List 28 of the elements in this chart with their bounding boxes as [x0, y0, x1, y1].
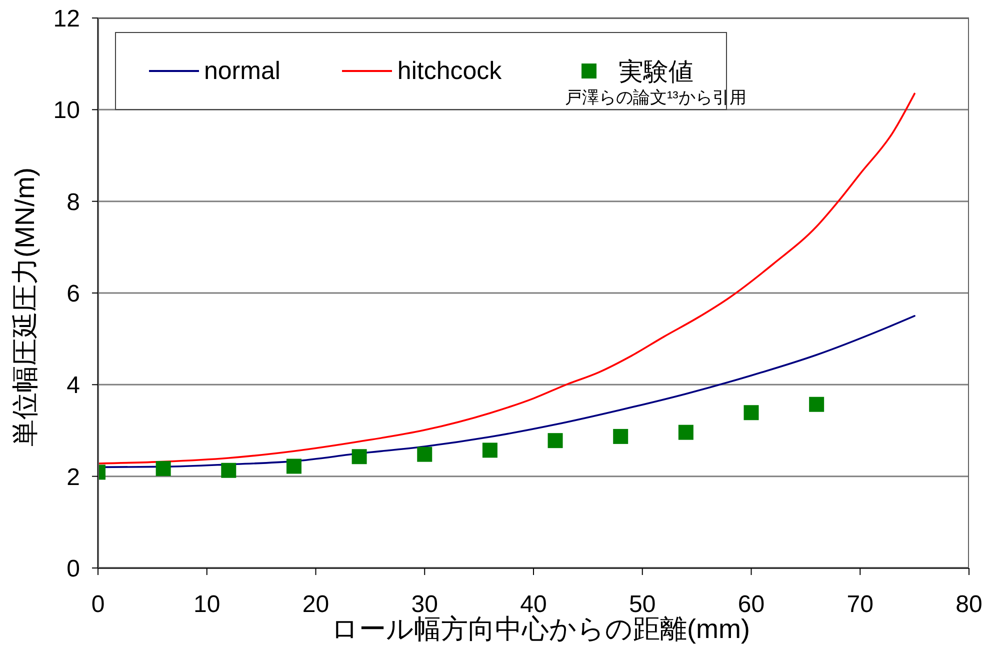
x-tick-label: 0 — [91, 591, 105, 618]
x-tick-label: 10 — [194, 591, 220, 618]
point — [352, 449, 367, 464]
y-tick-label: 0 — [66, 556, 80, 583]
point — [286, 458, 302, 474]
y-tick-label: 4 — [66, 372, 80, 400]
legend-label: 実験値 — [618, 56, 694, 88]
x-tick-label: 80 — [956, 591, 982, 618]
point — [482, 442, 498, 458]
point — [417, 446, 432, 462]
y-tick-label: 8 — [66, 188, 80, 216]
legend-label: normal — [204, 56, 280, 86]
point — [678, 424, 694, 440]
point — [613, 428, 628, 444]
point — [744, 405, 759, 420]
point — [221, 462, 236, 478]
x-tick-label: 70 — [846, 591, 874, 618]
y-axis-title: 単位幅圧延圧力(MN/m) — [10, 168, 40, 446]
point — [809, 396, 824, 412]
y-tick-label: 10 — [53, 97, 80, 124]
legend-label: hitchcock — [397, 56, 502, 86]
point — [548, 433, 563, 448]
y-tick-label: 6 — [66, 280, 80, 308]
annotation: 戸澤らの論文¹³から引用 — [565, 87, 746, 109]
x-tick-label: 20 — [302, 591, 330, 618]
y-tick-label: 12 — [53, 6, 80, 33]
y-tick-label: 2 — [66, 464, 80, 491]
point — [156, 461, 171, 476]
